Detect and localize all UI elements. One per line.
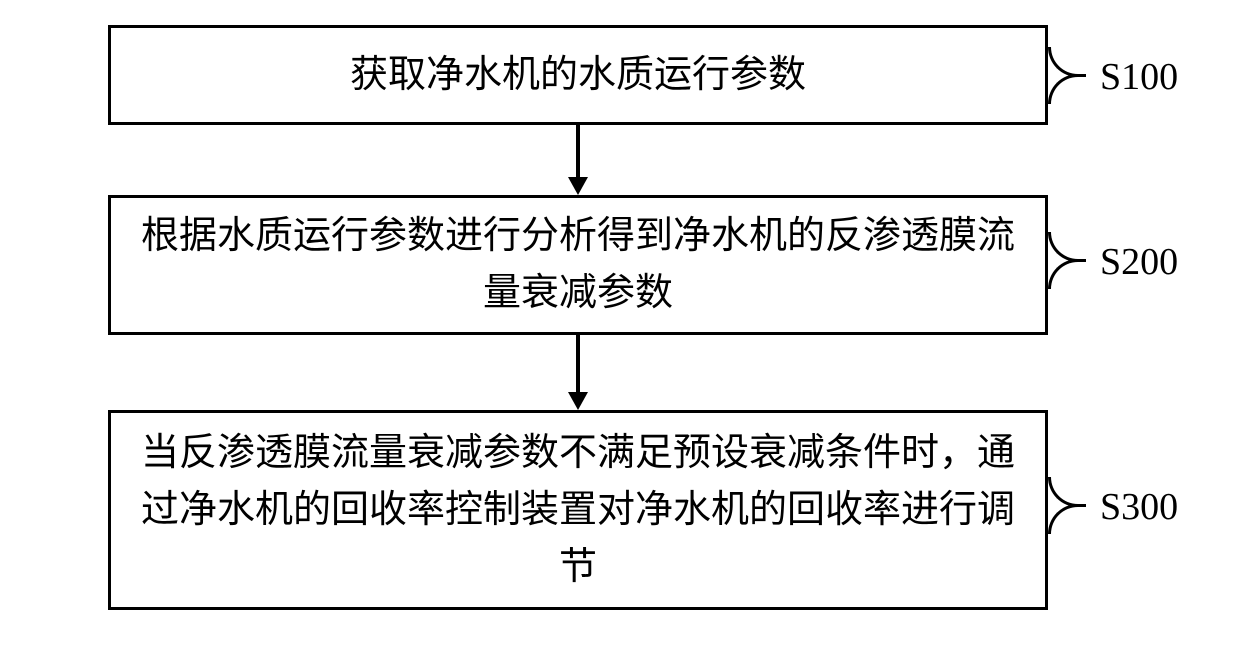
label-text: S100 — [1100, 56, 1178, 98]
label-connector — [1048, 259, 1086, 289]
label-connector — [1048, 232, 1086, 262]
step-label-s300: S300 — [1100, 485, 1178, 529]
arrow-line — [576, 335, 580, 392]
arrow-head — [568, 177, 588, 195]
step-label-s200: S200 — [1100, 240, 1178, 284]
label-connector — [1048, 74, 1086, 104]
label-connector — [1048, 477, 1086, 507]
step-label-s100: S100 — [1100, 55, 1178, 99]
flowchart-node-s300: 当反渗透膜流量衰减参数不满足预设衰减条件时，通过净水机的回收率控制装置对净水机的… — [108, 410, 1048, 610]
arrow-line — [576, 125, 580, 177]
node-text: 根据水质运行参数进行分析得到净水机的反渗透膜流量衰减参数 — [141, 208, 1015, 322]
flowchart-node-s200: 根据水质运行参数进行分析得到净水机的反渗透膜流量衰减参数 — [108, 195, 1048, 335]
label-text: S300 — [1100, 486, 1178, 528]
node-text: 当反渗透膜流量衰减参数不满足预设衰减条件时，通过净水机的回收率控制装置对净水机的… — [141, 425, 1015, 596]
label-connector — [1048, 504, 1086, 534]
node-text: 获取净水机的水质运行参数 — [350, 47, 806, 104]
label-text: S200 — [1100, 241, 1178, 283]
arrow-head — [568, 392, 588, 410]
label-connector — [1048, 47, 1086, 77]
flowchart-node-s100: 获取净水机的水质运行参数 — [108, 25, 1048, 125]
